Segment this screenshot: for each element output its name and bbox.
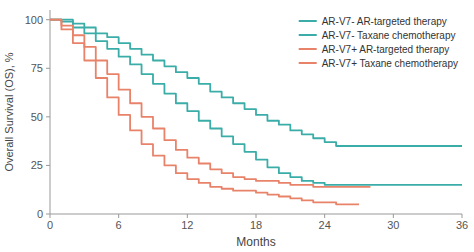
survival-curve	[50, 20, 462, 185]
x-tick-label: 0	[47, 219, 53, 231]
x-tick	[324, 214, 325, 218]
x-axis-label: Months	[236, 235, 275, 249]
y-tick	[46, 214, 50, 215]
x-tick	[462, 214, 463, 218]
legend-swatch	[299, 34, 317, 36]
legend-label: AR-V7+ Taxane chemotherapy	[322, 58, 458, 69]
legend: AR-V7- AR-targeted therapy AR-V7- Taxane …	[299, 16, 458, 69]
survival-curve	[50, 20, 462, 146]
x-tick	[187, 214, 188, 218]
x-tick	[50, 214, 51, 218]
plot-area	[50, 20, 462, 205]
y-tick-label: 100	[25, 14, 43, 26]
y-tick	[46, 68, 50, 69]
survival-curve	[50, 20, 359, 205]
legend-label: AR-V7+ AR-targeted therapy	[322, 44, 450, 55]
x-tick-label: 12	[181, 219, 193, 231]
y-tick-label: 50	[31, 111, 43, 123]
y-axis-label: Overall Survival (OS), %	[3, 52, 15, 171]
legend-swatch	[299, 20, 317, 22]
legend-label: AR-V7- AR-targeted therapy	[322, 16, 447, 27]
y-axis-line	[50, 10, 51, 214]
legend-swatch	[299, 62, 317, 64]
y-tick-label: 0	[37, 208, 43, 220]
chart: 0 6 12 18 24 30 36 0 25 50 75 100 Months Overall Surv…	[0, 0, 474, 252]
x-tick	[393, 214, 394, 218]
x-tick-label: 6	[116, 219, 122, 231]
x-tick-label: 30	[387, 219, 399, 231]
x-tick	[256, 214, 257, 218]
y-tick	[46, 19, 50, 20]
legend-label: AR-V7- Taxane chemotherapy	[322, 30, 456, 41]
y-tick	[46, 165, 50, 166]
y-tick-label: 75	[31, 62, 43, 74]
x-tick-label: 18	[250, 219, 262, 231]
x-tick-label: 36	[456, 219, 468, 231]
y-tick-label: 25	[31, 159, 43, 171]
x-tick	[118, 214, 119, 218]
legend-swatch	[299, 48, 317, 50]
axes: 0 6 12 18 24 30 36 0 25 50 75 100	[25, 10, 468, 231]
y-tick	[46, 116, 50, 117]
x-tick-label: 24	[319, 219, 331, 231]
